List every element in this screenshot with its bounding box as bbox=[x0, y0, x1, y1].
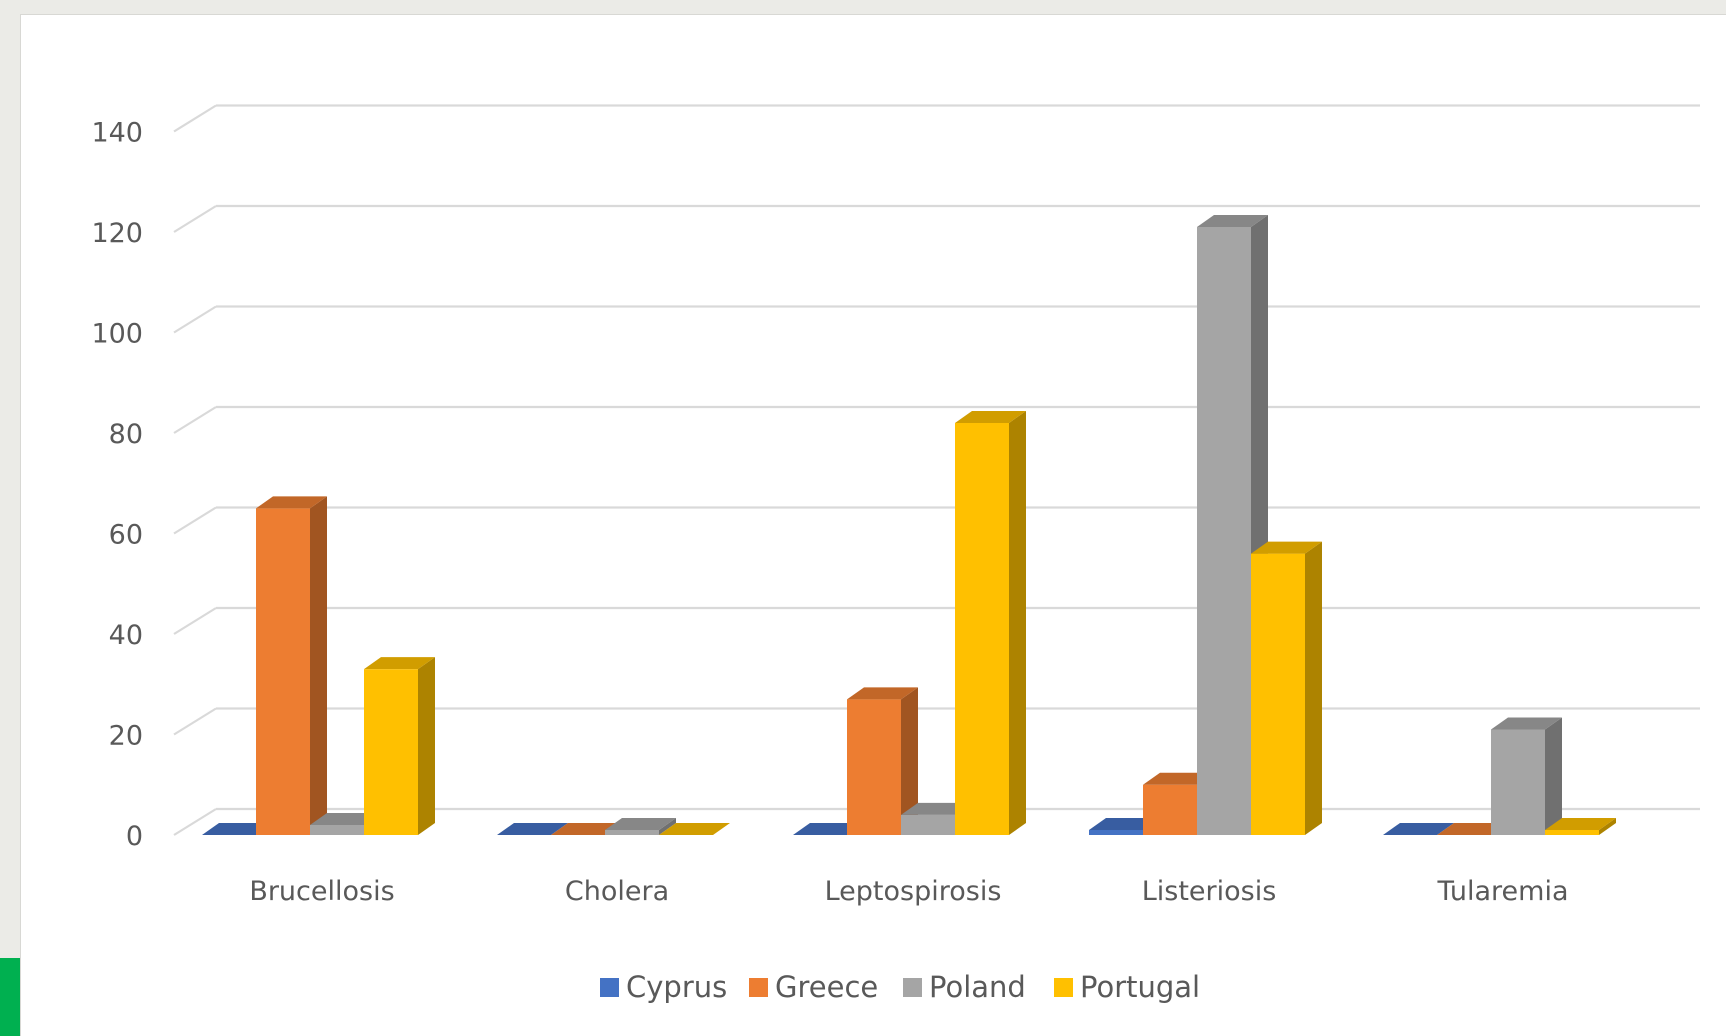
bar-top bbox=[793, 823, 864, 835]
bar-side bbox=[1305, 541, 1322, 835]
bar-top bbox=[1545, 817, 1616, 830]
legend-item-poland: Poland bbox=[903, 970, 1026, 1004]
bar-front bbox=[605, 829, 659, 835]
bar-top bbox=[659, 823, 730, 835]
bar-brucellosis-cyprus bbox=[202, 823, 273, 835]
bar-cholera-greece bbox=[551, 823, 622, 835]
x-category-label: Tularemia bbox=[1436, 876, 1568, 907]
gridline-diagonal bbox=[173, 406, 217, 434]
legend-swatch bbox=[1054, 978, 1073, 997]
bar-front bbox=[256, 508, 310, 835]
bar-side bbox=[1545, 717, 1562, 835]
bar-cholera-poland bbox=[605, 817, 676, 835]
bar-side bbox=[659, 817, 676, 835]
bar-top bbox=[1143, 772, 1214, 785]
bar-front bbox=[364, 669, 418, 835]
bar-top bbox=[1251, 541, 1322, 554]
y-tick-label: 80 bbox=[109, 419, 143, 450]
legend-swatch bbox=[903, 978, 922, 997]
bar-side bbox=[1599, 817, 1616, 835]
y-tick-label: 60 bbox=[109, 520, 143, 551]
bar-top bbox=[1089, 817, 1160, 830]
y-axis: 0 20 40 60 80 100 120 140 bbox=[91, 118, 143, 853]
bar-top bbox=[310, 812, 381, 825]
bar-brucellosis-portugal bbox=[364, 657, 435, 835]
x-axis: Brucellosis Cholera Leptospirosis Listerios… bbox=[249, 876, 1568, 907]
bar-top bbox=[1383, 823, 1454, 835]
y-tick-label: 40 bbox=[109, 620, 143, 651]
legend-label: Cyprus bbox=[626, 970, 727, 1004]
bar-top bbox=[901, 802, 972, 815]
bar-front bbox=[310, 824, 364, 835]
bar-side bbox=[418, 657, 435, 835]
y-tick-label: 20 bbox=[109, 721, 143, 752]
y-tick-label: 0 bbox=[126, 821, 143, 852]
gridline-diagonal bbox=[173, 808, 217, 836]
bar-top bbox=[1197, 214, 1268, 227]
bar-side bbox=[901, 687, 918, 835]
bar-leptospirosis-cyprus bbox=[793, 823, 864, 835]
bar-front bbox=[1491, 729, 1545, 835]
bar-tularemia-cyprus bbox=[1383, 823, 1454, 835]
legend: Cyprus Greece Poland Portugal bbox=[600, 970, 1200, 1004]
bar-tularemia-poland bbox=[1491, 717, 1562, 835]
bar-side bbox=[1009, 410, 1026, 835]
bar-cholera-portugal bbox=[659, 823, 730, 835]
bar-cholera-cyprus bbox=[497, 823, 568, 835]
gridline-diagonal bbox=[173, 205, 217, 233]
x-category-label: Cholera bbox=[565, 876, 669, 907]
legend-item-portugal: Portugal bbox=[1054, 970, 1200, 1004]
bar-tularemia-greece bbox=[1437, 823, 1508, 835]
bar-top bbox=[364, 657, 435, 670]
bar-top bbox=[256, 496, 327, 509]
bar-top bbox=[497, 823, 568, 835]
bar-side bbox=[310, 496, 327, 835]
bar-tularemia-portugal bbox=[1545, 817, 1616, 835]
bar-front bbox=[847, 699, 901, 835]
y-tick-label: 140 bbox=[91, 118, 143, 149]
x-category-label: Listeriosis bbox=[1142, 876, 1277, 907]
gridline-diagonal bbox=[173, 305, 217, 334]
legend-swatch bbox=[749, 978, 768, 997]
bar-front bbox=[1251, 553, 1305, 835]
bar-front bbox=[955, 422, 1009, 835]
bar-brucellosis-greece bbox=[256, 496, 327, 835]
legend-label: Portugal bbox=[1080, 970, 1200, 1004]
gridline-diagonal bbox=[173, 104, 217, 133]
x-category-label: Leptospirosis bbox=[825, 876, 1002, 907]
legend-swatch bbox=[600, 978, 619, 997]
legend-label: Poland bbox=[929, 970, 1026, 1004]
bar-top bbox=[955, 410, 1026, 423]
bar-front bbox=[1197, 226, 1251, 836]
plot-area bbox=[202, 214, 1616, 836]
bar-leptospirosis-greece bbox=[847, 687, 918, 835]
y-tick-label: 120 bbox=[91, 218, 143, 249]
legend-item-greece: Greece bbox=[749, 970, 878, 1004]
bar-front bbox=[1089, 829, 1143, 835]
bar-listeriosis-portugal bbox=[1251, 541, 1322, 835]
legend-label: Greece bbox=[775, 970, 878, 1004]
bar-top bbox=[605, 817, 676, 830]
bar-top bbox=[202, 823, 273, 835]
bar-top bbox=[551, 823, 622, 835]
x-category-label: Brucellosis bbox=[249, 876, 394, 907]
bar-front bbox=[901, 814, 955, 835]
bar-top bbox=[847, 687, 918, 700]
legend-item-cyprus: Cyprus bbox=[600, 970, 727, 1004]
slide-accent-bar bbox=[0, 958, 20, 1036]
bar-top bbox=[1491, 717, 1562, 730]
gridline-diagonal bbox=[173, 607, 217, 635]
bar-top bbox=[1437, 823, 1508, 835]
bar-front bbox=[1545, 829, 1599, 835]
gridline-diagonal bbox=[173, 506, 217, 535]
gridline-diagonal bbox=[173, 707, 217, 736]
bar-leptospirosis-portugal bbox=[955, 410, 1026, 835]
y-tick-label: 100 bbox=[91, 319, 143, 350]
bar-front bbox=[1143, 784, 1197, 835]
